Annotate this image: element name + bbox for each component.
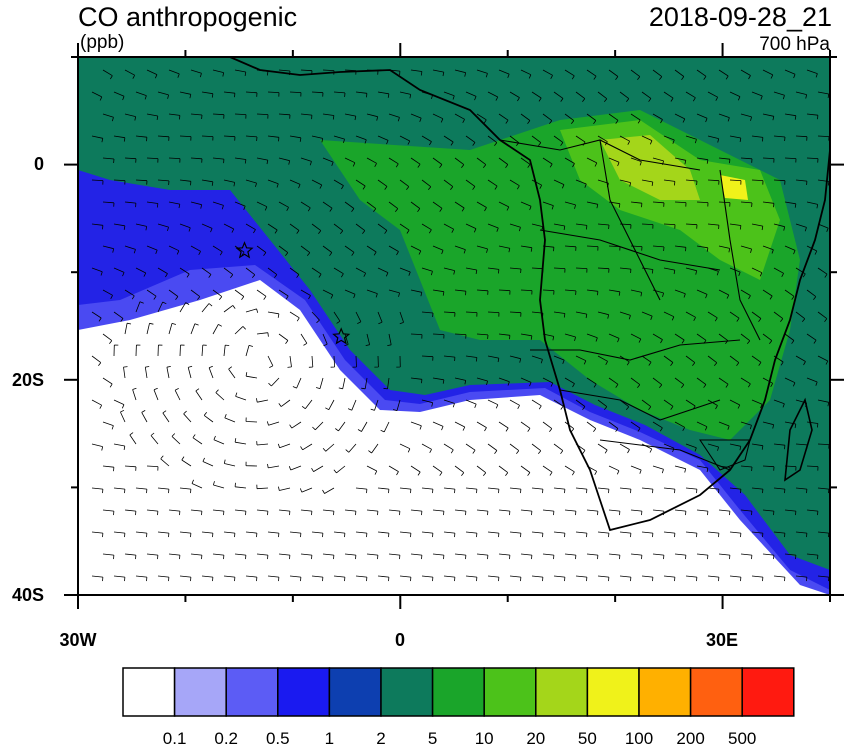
colorbar-box — [225, 667, 279, 717]
colorbar-box — [431, 667, 485, 717]
star-marker-1 — [235, 241, 254, 259]
wind-barb-set — [91, 69, 830, 582]
lon-label-0: 0 — [394, 630, 406, 650]
colorbar-level-label: 0.2 — [214, 729, 239, 748]
colorbar-box — [689, 667, 743, 717]
units-label: (ppb) — [80, 32, 125, 53]
colorbar-box — [535, 667, 589, 717]
lat-label-20s: 20S — [11, 370, 44, 390]
colorbar-level-label: 0.1 — [162, 729, 187, 748]
lat-label-40s: 40S — [11, 585, 44, 605]
colorbar-level-label: 0.5 — [265, 729, 290, 748]
colorbar-level-label: 20 — [526, 729, 546, 748]
wind-barbs — [91, 69, 830, 582]
coastline — [229, 57, 830, 532]
colorbar-level-label: 100 — [624, 729, 654, 748]
pressure-level: 700 hPa — [759, 34, 830, 55]
colorbar-box — [483, 667, 537, 717]
map-frame — [77, 56, 831, 596]
colorbar-box — [586, 667, 640, 717]
colorbar-box — [741, 667, 795, 717]
clean-air-region — [78, 300, 800, 595]
colorbar-box — [328, 667, 382, 717]
colorbar-box — [638, 667, 692, 717]
colorbar-level-label: 200 — [676, 729, 705, 748]
lon-label-30w: 30W — [59, 630, 97, 650]
colorbar-level-label: 1 — [324, 729, 335, 748]
colorbar-level-label: 10 — [474, 729, 494, 748]
colorbar-box — [380, 667, 434, 717]
colorbar-box — [173, 667, 227, 717]
colorbar-box — [277, 667, 331, 717]
madagascar — [784, 397, 813, 482]
lon-label-30e: 30E — [705, 630, 739, 650]
country-borders — [499, 139, 761, 471]
lat-label-0: 0 — [33, 154, 44, 174]
map-title: CO anthropogenic — [78, 2, 298, 32]
colorbar-box — [122, 667, 176, 717]
colorbar-level-label: 50 — [577, 729, 597, 748]
colorbar-level-label: 5 — [427, 729, 438, 748]
timestamp: 2018-09-28_21 — [648, 2, 832, 32]
colorbar-level-label: 2 — [376, 729, 386, 748]
colorbar-level-label: 500 — [728, 729, 757, 748]
star-marker-2 — [332, 327, 351, 345]
